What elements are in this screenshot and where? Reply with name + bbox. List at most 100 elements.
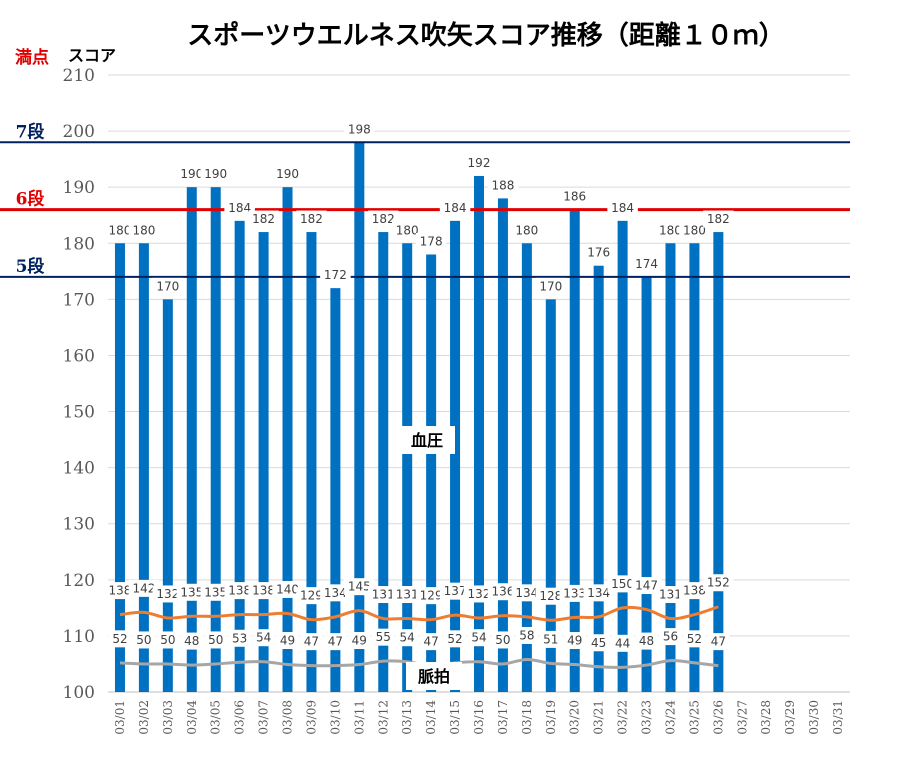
data-label: 178 bbox=[420, 234, 443, 248]
data-label-bg bbox=[703, 574, 734, 592]
x-tick-label: 03/26 bbox=[711, 700, 725, 735]
data-label: 145 bbox=[348, 580, 371, 594]
data-label: 54 bbox=[256, 631, 271, 645]
data-label: 135 bbox=[204, 585, 227, 599]
data-label-bg bbox=[635, 632, 659, 650]
data-label: 184 bbox=[611, 201, 634, 215]
data-label-bg bbox=[559, 584, 590, 602]
score-bar bbox=[258, 232, 269, 692]
data-label: 50 bbox=[136, 633, 151, 647]
x-tick-label: 03/03 bbox=[161, 700, 175, 735]
data-label: 50 bbox=[495, 633, 510, 647]
data-label-bg bbox=[631, 255, 662, 273]
score-bar bbox=[689, 243, 700, 693]
data-label-bg bbox=[559, 188, 590, 206]
data-label-bg bbox=[679, 582, 710, 600]
data-label-bg bbox=[224, 199, 255, 217]
data-label: 147 bbox=[635, 579, 658, 593]
score-bar bbox=[593, 265, 604, 692]
data-label-bg bbox=[204, 631, 228, 649]
x-tick-label: 03/23 bbox=[640, 700, 654, 735]
x-axis-ticks: 03/01 03/02 03/03 03/04 03/05 03/06 03/07 03/08… bbox=[113, 700, 845, 735]
data-label-bg bbox=[368, 586, 399, 604]
data-label: 52 bbox=[447, 632, 462, 646]
data-label-bg bbox=[467, 629, 491, 647]
data-label: 47 bbox=[328, 635, 343, 649]
x-tick-label: 03/10 bbox=[328, 700, 342, 735]
data-label-bg bbox=[583, 584, 614, 602]
y-tick-label: 130 bbox=[63, 515, 95, 535]
data-label-bg bbox=[419, 633, 443, 651]
data-label-bg bbox=[439, 582, 471, 600]
data-label-bg bbox=[535, 277, 567, 295]
data-label-bg bbox=[463, 585, 495, 603]
score-bar bbox=[210, 187, 221, 692]
data-label: 180 bbox=[132, 223, 155, 237]
x-tick-label: 03/22 bbox=[616, 700, 630, 735]
data-label: 47 bbox=[304, 635, 319, 649]
data-label: 138 bbox=[252, 584, 275, 598]
data-label-bg bbox=[515, 626, 539, 644]
data-label-bg bbox=[176, 583, 208, 601]
data-label-bg bbox=[368, 210, 399, 228]
data-label-bg bbox=[104, 582, 136, 600]
y-axis-ticks: 100 110 120 130 140 150 160 170 180 190 200 210 bbox=[63, 66, 95, 703]
score-bar bbox=[234, 220, 245, 692]
data-label-bg bbox=[655, 221, 686, 239]
score-bar bbox=[617, 220, 628, 692]
blood-pressure-line bbox=[119, 605, 719, 622]
data-label: 174 bbox=[635, 257, 658, 271]
x-tick-label: 03/31 bbox=[831, 700, 845, 735]
series-note-pulse: 脈拍 bbox=[418, 667, 450, 686]
data-label: 182 bbox=[252, 212, 275, 226]
x-tick-label: 03/19 bbox=[544, 700, 558, 735]
data-label: 55 bbox=[376, 630, 391, 644]
score-bar bbox=[354, 142, 365, 693]
threshold-label: 7段 bbox=[16, 121, 45, 142]
threshold-label: 5段 bbox=[16, 256, 45, 277]
data-label: 184 bbox=[444, 201, 467, 215]
data-label: 129 bbox=[300, 589, 323, 603]
score-bar bbox=[497, 198, 508, 692]
data-label-bg bbox=[607, 575, 638, 593]
x-tick-label: 03/12 bbox=[376, 700, 390, 735]
data-label: 142 bbox=[132, 581, 155, 595]
score-bar bbox=[474, 175, 484, 693]
y-tick-label: 190 bbox=[63, 178, 95, 198]
data-label: 170 bbox=[156, 279, 179, 293]
x-tick-label: 03/13 bbox=[400, 700, 414, 735]
data-label-bg bbox=[487, 176, 519, 194]
data-label-bg bbox=[491, 631, 515, 649]
data-label: 188 bbox=[491, 178, 514, 192]
data-label-bg bbox=[152, 277, 184, 295]
x-tick-label: 03/09 bbox=[304, 700, 318, 735]
data-label: 58 bbox=[519, 628, 534, 642]
series-note-blood-pressure: 血圧 bbox=[411, 431, 443, 450]
data-label: 176 bbox=[587, 246, 610, 260]
data-label-bg bbox=[679, 221, 710, 239]
score-bar bbox=[378, 232, 389, 692]
data-label-bg bbox=[152, 585, 184, 603]
score-bar bbox=[306, 232, 317, 692]
data-label: 192 bbox=[468, 156, 491, 170]
data-label: 136 bbox=[491, 585, 514, 599]
data-label-bg bbox=[439, 199, 471, 217]
y-tick-label: 120 bbox=[63, 571, 95, 591]
score-bars bbox=[114, 142, 724, 693]
x-tick-label: 03/25 bbox=[687, 700, 701, 735]
data-label: 49 bbox=[280, 634, 295, 648]
data-label: 190 bbox=[276, 167, 299, 181]
data-label-bg bbox=[347, 632, 371, 650]
data-label: 54 bbox=[400, 631, 415, 645]
score-bar bbox=[162, 299, 173, 692]
data-label: 54 bbox=[471, 631, 486, 645]
data-label-bg bbox=[299, 633, 323, 651]
data-label-bg bbox=[323, 633, 347, 651]
score-bar bbox=[450, 220, 461, 692]
data-label: 180 bbox=[683, 223, 706, 237]
data-label: 170 bbox=[539, 279, 562, 293]
data-label: 186 bbox=[563, 190, 586, 204]
data-label-bg bbox=[344, 578, 375, 596]
data-label-bg bbox=[443, 630, 467, 648]
